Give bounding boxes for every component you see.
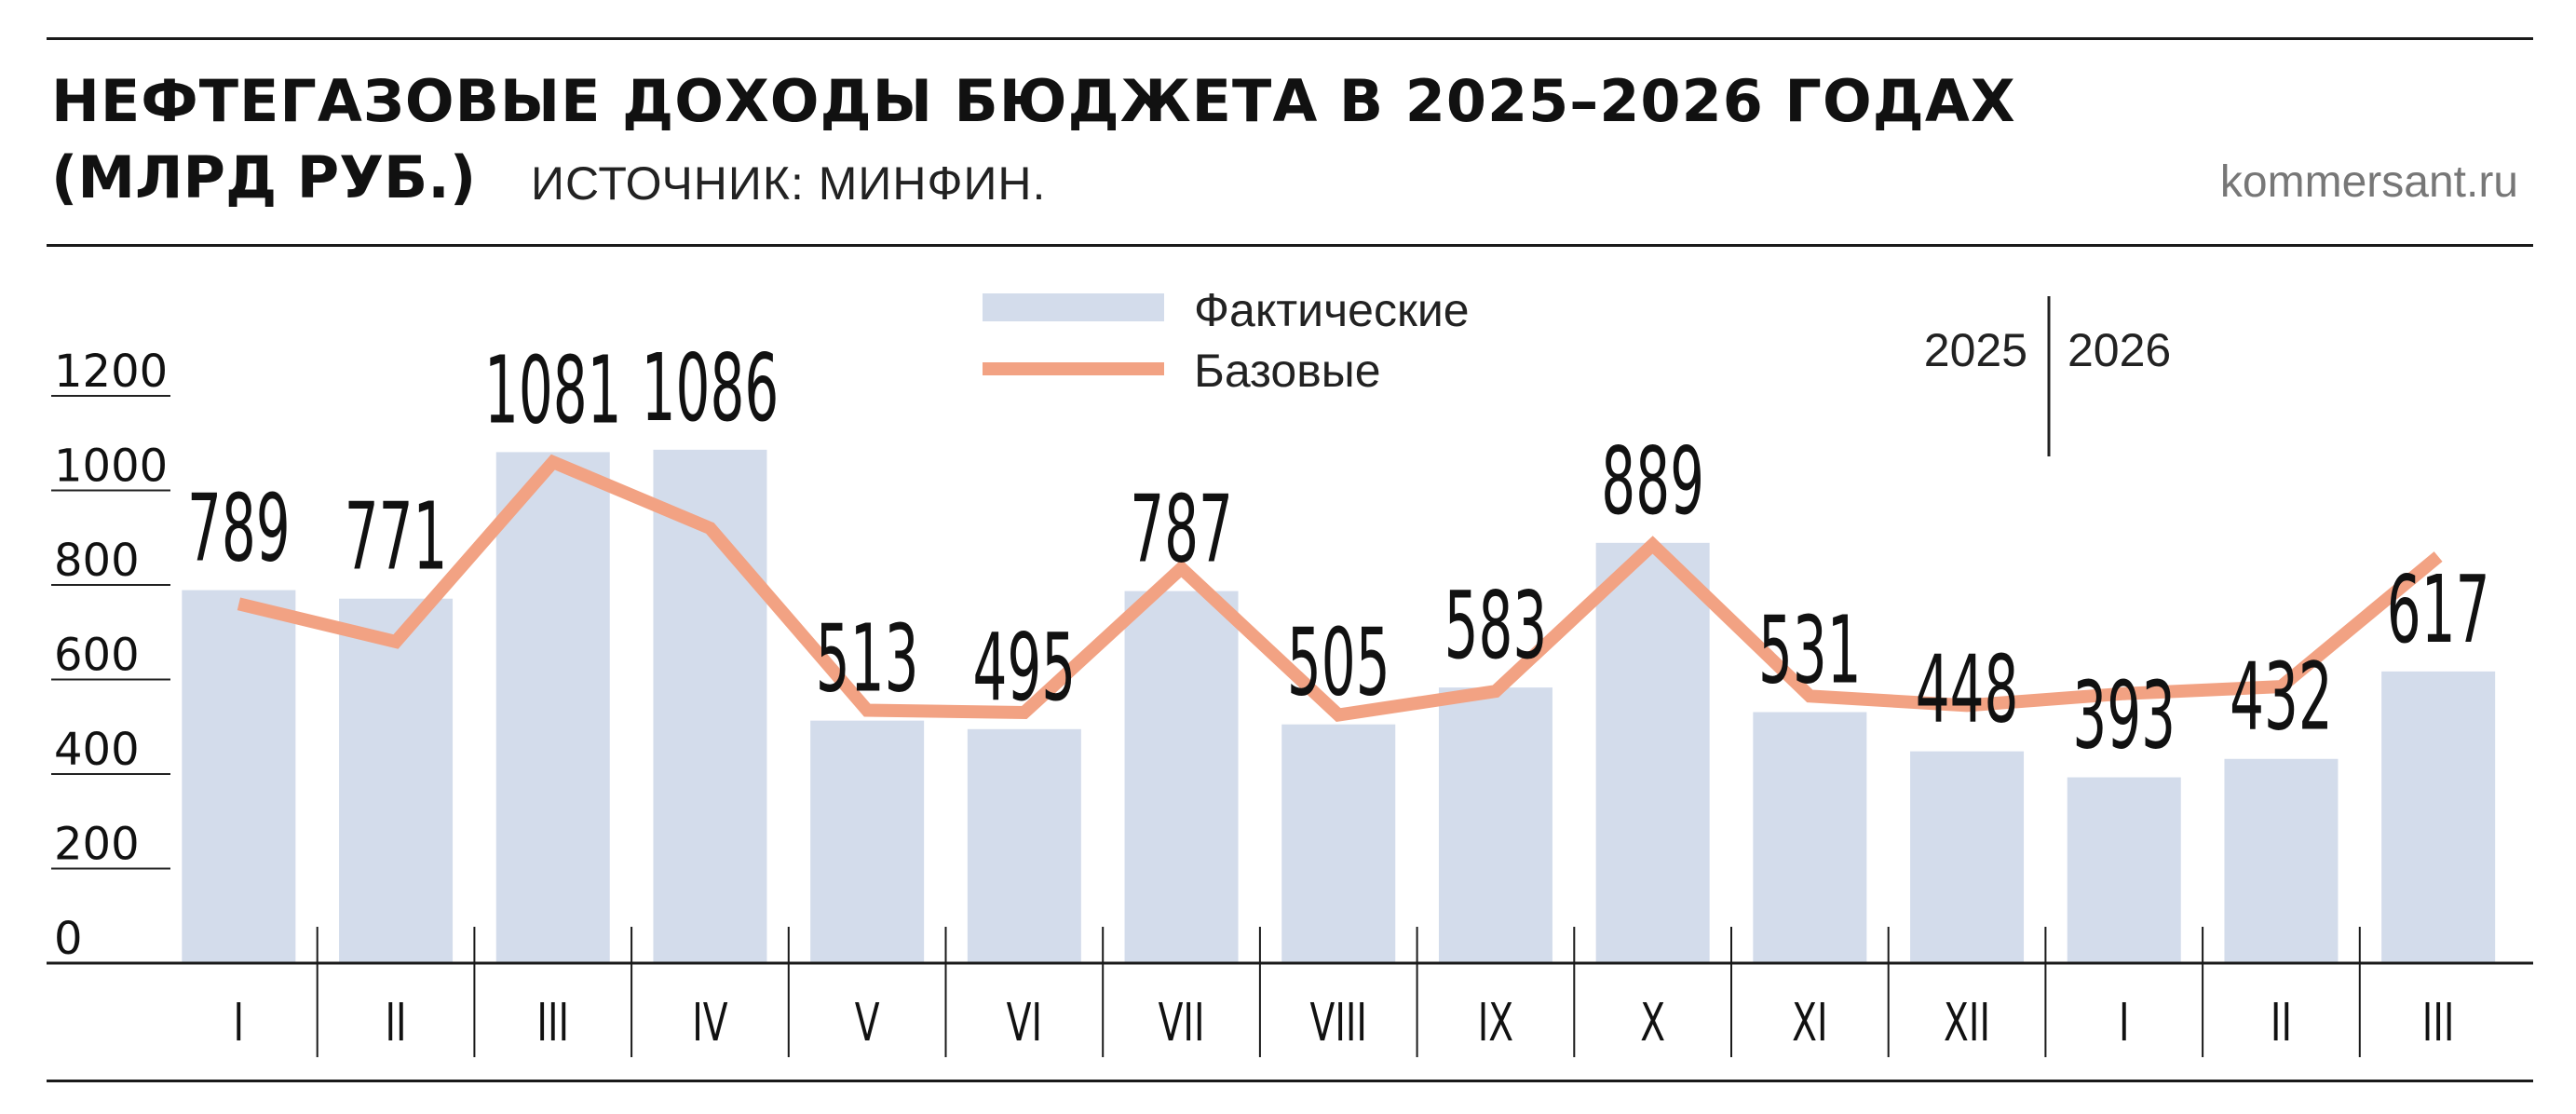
y-tick-label: 800 — [54, 535, 140, 587]
x-axis: I II III IV V VI VII VIII IX X XI XII I II III — [47, 927, 2533, 1057]
base-line — [237, 454, 2443, 723]
x-tick-label: XII — [1944, 993, 1990, 1053]
bar — [1281, 724, 1396, 963]
chart-legend: Фактические Базовые — [983, 284, 1470, 397]
bar — [1124, 591, 1239, 963]
value-label: 889 — [1601, 428, 1704, 536]
bar — [967, 728, 1081, 963]
value-label: 787 — [1130, 476, 1233, 584]
value-label: 505 — [1287, 609, 1390, 717]
value-label: 531 — [1758, 597, 1862, 705]
value-label: 1081 — [484, 337, 622, 445]
x-tick-label: I — [2119, 993, 2130, 1053]
x-tick-label: II — [385, 993, 406, 1053]
value-label: 583 — [1444, 572, 1548, 680]
value-label: 771 — [345, 483, 448, 591]
value-label: 495 — [973, 614, 1077, 722]
x-tick-label: I — [234, 993, 245, 1053]
legend-label-base: Базовые — [1194, 345, 1381, 397]
line-series — [237, 454, 2443, 723]
y-axis: 0 200 400 600 800 1000 1200 — [51, 346, 170, 965]
x-tick-label: IX — [1478, 993, 1513, 1053]
value-labels: 789 771 1081 1086 513 495 787 505 583 889 531 448 39… — [187, 334, 2489, 770]
bar — [810, 720, 925, 963]
y-tick-label: 400 — [54, 724, 140, 776]
x-tick-label: II — [2271, 993, 2292, 1053]
bar — [2381, 671, 2496, 963]
x-tick-label: VI — [1007, 993, 1042, 1053]
x-tick-label: III — [536, 993, 569, 1053]
year-label-2025: 2025 — [1924, 324, 2027, 376]
bar — [339, 598, 454, 963]
bar — [1910, 751, 2025, 963]
y-tick-label: 200 — [54, 819, 140, 871]
bottom-rule — [47, 1080, 2533, 1082]
year-labels: 2025 2026 — [1924, 296, 2171, 456]
x-tick-label: X — [1640, 993, 1665, 1053]
bar — [1438, 687, 1552, 963]
x-tick-label: III — [2422, 993, 2455, 1053]
x-tick-label: XI — [1792, 993, 1827, 1053]
legend-label-actual: Фактические — [1194, 284, 1470, 336]
value-label: 617 — [2387, 556, 2490, 664]
legend-swatch-base — [983, 362, 1164, 375]
x-tick-label: V — [855, 993, 880, 1053]
year-label-2026: 2026 — [2068, 324, 2171, 376]
y-tick-label: 1200 — [54, 346, 168, 398]
x-tick-label: VIII — [1310, 993, 1367, 1053]
bar — [495, 452, 610, 964]
y-tick-label: 600 — [54, 630, 140, 682]
value-label: 432 — [2230, 644, 2333, 752]
source-note: ИСТОЧНИК: МИНФИН. — [531, 157, 1047, 210]
value-label: 448 — [1916, 636, 2019, 744]
legend-swatch-actual — [983, 293, 1164, 321]
site-link[interactable]: kommersant.ru — [2219, 157, 2518, 207]
chart-title-unit: (МЛРД РУБ.) — [51, 143, 477, 211]
value-label: 513 — [816, 605, 919, 713]
bar — [2224, 758, 2339, 963]
bar-series — [182, 449, 2496, 964]
x-tick-label: VII — [1159, 993, 1205, 1053]
y-tick-label: 0 — [54, 913, 83, 965]
value-label: 789 — [187, 475, 291, 583]
value-label: 393 — [2072, 662, 2176, 770]
header-rule — [47, 244, 2533, 247]
bar — [1595, 542, 1710, 963]
x-tick-label: IV — [692, 993, 727, 1053]
top-rule — [47, 37, 2533, 40]
chart-title: НЕФТЕГАЗОВЫЕ ДОХОДЫ БЮДЖЕТА В 2025–2026 … — [51, 67, 2016, 135]
bar — [1753, 712, 1867, 963]
bar — [2067, 777, 2181, 963]
bar — [182, 590, 296, 963]
value-label: 1086 — [642, 334, 780, 442]
y-tick-label: 1000 — [54, 441, 168, 493]
